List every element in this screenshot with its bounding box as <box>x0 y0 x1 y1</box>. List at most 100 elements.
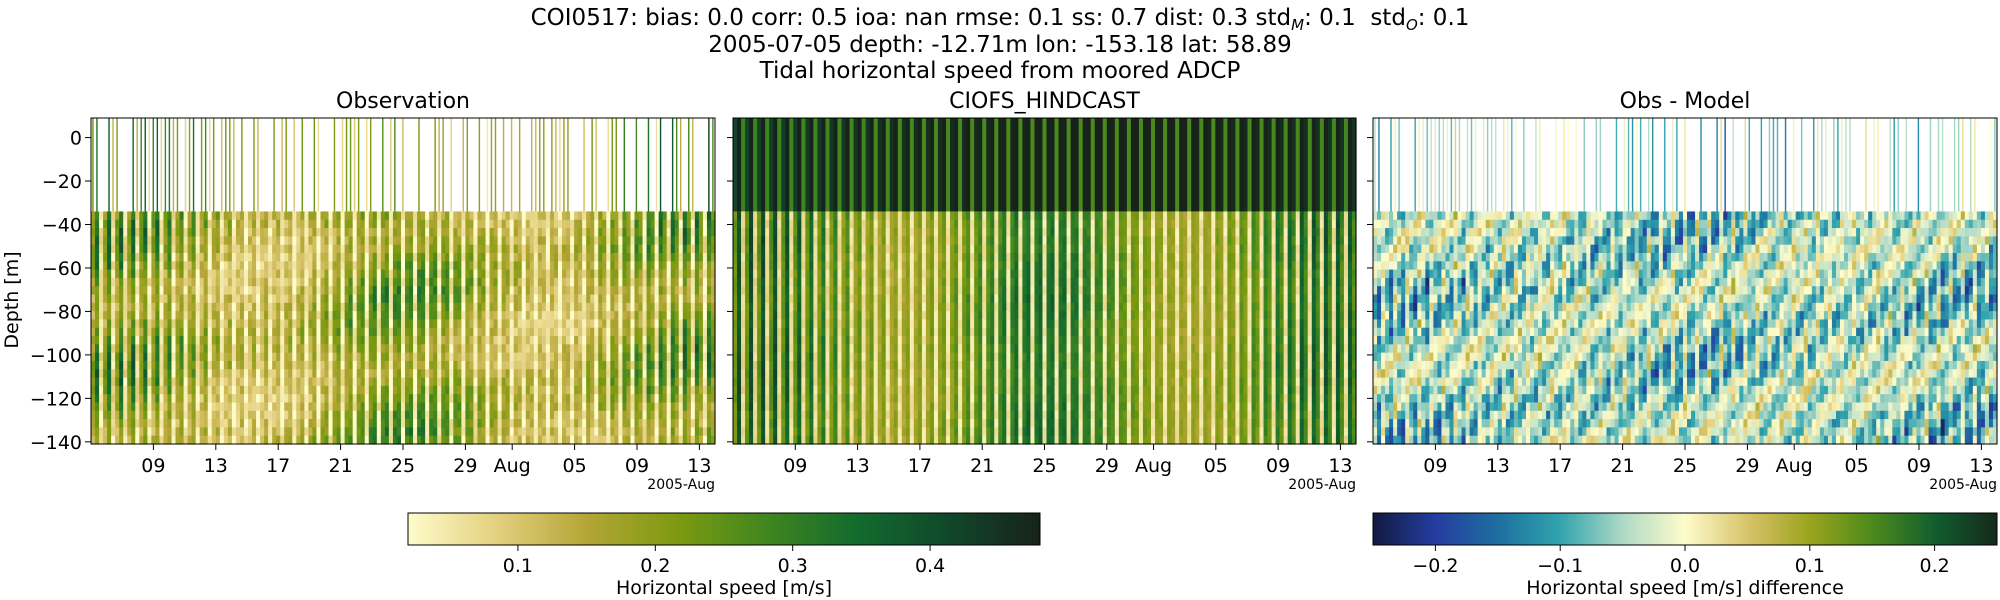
heatmap-cell <box>453 236 458 246</box>
heatmap-cell <box>380 427 386 437</box>
heatmap-cell <box>260 211 265 221</box>
heatmap-cell <box>396 419 402 428</box>
heatmap-cell <box>461 286 466 296</box>
heatmap-cell <box>304 236 309 246</box>
heatmap-cell <box>566 277 571 287</box>
heatmap-cell <box>654 427 660 437</box>
heatmap-cell <box>167 427 173 437</box>
heatmap-cell <box>191 419 197 428</box>
heatmap-cell <box>706 410 712 420</box>
heatmap-cell <box>614 228 619 237</box>
heatmap-cell <box>469 261 475 271</box>
heatmap-cell <box>388 211 394 221</box>
heatmap-cell <box>300 269 305 279</box>
heatmap-cell <box>348 385 354 395</box>
heatmap-cell <box>686 269 692 279</box>
heatmap-cell <box>268 327 273 337</box>
heatmap-cell <box>781 336 786 345</box>
heatmap-cell <box>618 244 624 254</box>
heatmap-cell <box>566 261 571 271</box>
heatmap-cell <box>264 311 269 321</box>
heatmap-cell <box>421 385 426 395</box>
heatmap-cell <box>533 352 539 362</box>
heatmap-cell <box>630 360 636 370</box>
heatmap-cell <box>525 261 531 271</box>
heatmap-cell <box>308 360 314 370</box>
heatmap-cell <box>493 311 499 321</box>
heatmap-cell <box>606 261 611 271</box>
heatmap-cell <box>694 244 700 254</box>
heatmap-cell <box>204 118 207 212</box>
heatmap-cell <box>485 377 491 387</box>
heatmap-cell <box>457 344 462 354</box>
heatmap-cell <box>159 394 165 404</box>
heatmap-cell <box>348 319 354 329</box>
heatmap-cell <box>340 311 346 321</box>
heatmap-cell <box>457 410 462 420</box>
heatmap-cell <box>413 435 418 445</box>
heatmap-cell <box>280 435 285 445</box>
heatmap-cell <box>163 394 169 404</box>
heatmap-cell <box>312 302 318 312</box>
heatmap-cell <box>316 261 322 271</box>
heatmap-cell <box>139 369 144 379</box>
heatmap-cell <box>670 294 676 304</box>
heatmap-cell <box>737 352 742 362</box>
heatmap-cell <box>557 385 563 395</box>
heatmap-cell <box>666 269 672 279</box>
heatmap-cell <box>376 419 382 428</box>
heatmap-cell <box>312 236 318 246</box>
heatmap-cell <box>147 228 152 237</box>
heatmap-cell <box>135 344 140 354</box>
heatmap-cell <box>441 277 446 287</box>
heatmap-cell <box>324 211 330 221</box>
heatmap-cell <box>574 244 579 254</box>
heatmap-cell <box>376 336 382 345</box>
heatmap-cell <box>304 419 309 428</box>
heatmap-cell <box>733 118 738 212</box>
heatmap-cell <box>437 402 442 412</box>
heatmap-cell <box>618 377 624 387</box>
heatmap-cell <box>231 377 237 387</box>
heatmap-cell <box>765 352 770 362</box>
heatmap-cell <box>284 385 289 395</box>
heatmap-cell <box>429 385 434 395</box>
heatmap-cell <box>107 244 112 254</box>
heatmap-cell <box>131 311 136 321</box>
heatmap-cell <box>360 410 366 420</box>
heatmap-cell <box>741 118 746 212</box>
heatmap-cell <box>417 269 422 279</box>
heatmap-cell <box>215 311 221 321</box>
heatmap-cell <box>231 236 237 246</box>
heatmap-cell <box>626 294 632 304</box>
heatmap-cell <box>155 277 161 287</box>
heatmap-cell <box>127 410 132 420</box>
heatmap-cell <box>328 294 334 304</box>
heatmap-cell <box>123 228 128 237</box>
heatmap-cell <box>545 219 551 229</box>
heatmap-cell <box>316 211 322 221</box>
heatmap-cell <box>733 427 738 437</box>
heatmap-cell <box>352 269 358 279</box>
heatmap-cell <box>296 344 301 354</box>
heatmap-cell <box>372 311 378 321</box>
heatmap-cell <box>368 311 374 321</box>
heatmap-cell <box>292 435 297 445</box>
heatmap-cell <box>777 228 782 237</box>
heatmap-cell <box>618 435 624 445</box>
heatmap-cell <box>614 336 619 345</box>
heatmap-cell <box>352 261 358 271</box>
heatmap-cell <box>163 327 169 337</box>
heatmap-cell <box>674 286 680 296</box>
heatmap-cell <box>119 269 124 279</box>
heatmap-cell <box>598 236 603 246</box>
heatmap-cell <box>670 327 676 337</box>
heatmap-cell <box>537 228 543 237</box>
heatmap-cell <box>445 402 450 412</box>
heatmap-cell <box>578 377 583 387</box>
heatmap-cell <box>473 394 479 404</box>
heatmap-cell <box>473 286 479 296</box>
heatmap-cell <box>525 277 531 287</box>
heatmap-cell <box>745 427 750 437</box>
heatmap-cell <box>757 302 762 312</box>
